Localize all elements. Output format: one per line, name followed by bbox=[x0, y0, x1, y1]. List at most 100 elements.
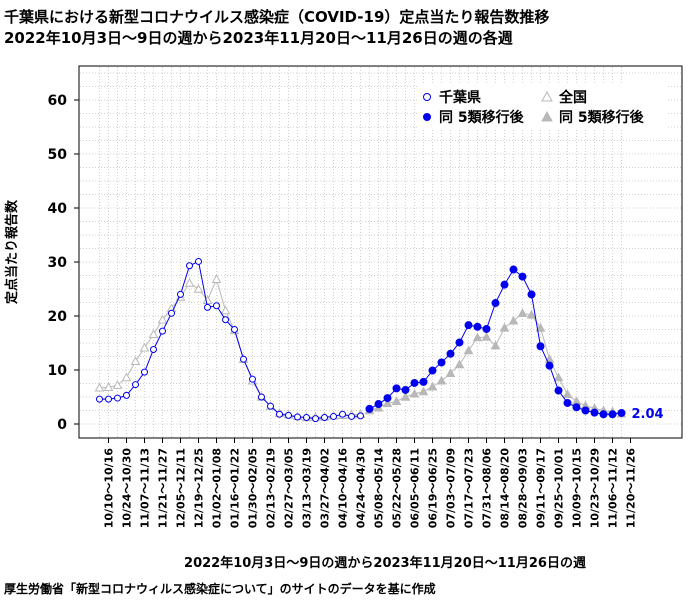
data-point bbox=[554, 386, 563, 395]
data-point bbox=[491, 299, 500, 308]
chart-title-line2: 2022年10月3日〜9日の週から2023年11月20日〜11月26日の週の各週 bbox=[4, 29, 513, 47]
data-point bbox=[285, 411, 292, 419]
data-point bbox=[527, 290, 536, 299]
data-point bbox=[455, 338, 464, 347]
data-point bbox=[392, 384, 401, 393]
data-point bbox=[499, 322, 510, 332]
legend-box bbox=[418, 85, 666, 129]
data-point bbox=[517, 308, 528, 317]
data-point bbox=[139, 342, 150, 352]
data-point bbox=[410, 378, 419, 387]
x-tick-label: 03/27〜04/02 bbox=[319, 448, 332, 528]
x-tick-label: 08/14〜08/20 bbox=[499, 448, 512, 529]
data-point bbox=[339, 410, 346, 418]
legend-label: 同 5類移行後 bbox=[439, 109, 525, 126]
data-point bbox=[464, 321, 473, 330]
data-point bbox=[249, 375, 256, 383]
data-point bbox=[184, 278, 195, 287]
series-line bbox=[99, 260, 361, 420]
data-point bbox=[608, 410, 617, 419]
x-tick-label: 05/08〜05/14 bbox=[373, 448, 386, 529]
x-tick-label: 02/13〜02/19 bbox=[265, 448, 278, 528]
data-point bbox=[357, 412, 364, 420]
data-point bbox=[518, 272, 527, 281]
legend-marker bbox=[541, 110, 553, 122]
y-tick-label: 0 bbox=[57, 417, 67, 433]
data-point bbox=[141, 368, 148, 376]
data-point bbox=[391, 396, 402, 406]
data-point bbox=[213, 302, 220, 310]
data-point bbox=[240, 355, 247, 363]
data-point bbox=[562, 389, 573, 398]
data-point bbox=[294, 413, 301, 421]
data-point bbox=[150, 345, 157, 353]
data-point bbox=[258, 393, 265, 401]
data-point bbox=[177, 290, 184, 298]
plot-frame bbox=[78, 65, 683, 439]
y-tick-label: 60 bbox=[48, 93, 68, 109]
data-point bbox=[590, 408, 599, 417]
data-point bbox=[400, 391, 411, 401]
data-point bbox=[195, 257, 202, 265]
legend-label: 全国 bbox=[558, 89, 587, 106]
data-point bbox=[159, 327, 166, 335]
x-tick-label: 11/07〜11/13 bbox=[139, 448, 152, 528]
data-point bbox=[526, 309, 537, 319]
x-tick-label: 12/19〜12/25 bbox=[193, 448, 206, 528]
x-tick-label: 04/10〜04/16 bbox=[337, 448, 350, 529]
x-tick-label: 05/22〜05/28 bbox=[391, 448, 404, 528]
x-tick-label: 04/24〜04/30 bbox=[355, 448, 368, 529]
data-point bbox=[186, 262, 193, 270]
data-point bbox=[490, 340, 501, 350]
data-point bbox=[536, 342, 545, 351]
legend-label: 千葉県 bbox=[439, 89, 481, 106]
line-chart: 0 10 20 30 40 50 60 定点当たり報告数 10/10〜10/16 10/24〜10… bbox=[4, 65, 683, 571]
data-point bbox=[500, 280, 509, 289]
data-point bbox=[545, 361, 554, 370]
x-tick-label: 07/31〜08/06 bbox=[481, 448, 494, 529]
data-point bbox=[535, 322, 546, 332]
x-tick-label: 09/25〜10/01 bbox=[553, 448, 566, 528]
x-tick-label: 01/02〜01/08 bbox=[211, 448, 224, 528]
data-point bbox=[231, 326, 238, 333]
data-point bbox=[427, 381, 438, 391]
legend-marker bbox=[541, 90, 553, 102]
x-tick-label: 01/16〜01/22 bbox=[229, 448, 242, 528]
y-tick-label: 40 bbox=[48, 201, 68, 217]
data-point bbox=[374, 400, 383, 409]
data-point bbox=[409, 388, 420, 398]
data-point bbox=[211, 274, 222, 283]
source-note: 厚生労働省「新型コロナウィルス感染症について」のサイトのデータを基に作成 bbox=[4, 582, 436, 596]
chart-title-line1: 千葉県における新型コロナウイルス感染症（COVID-19）定点当たり報告数推移 bbox=[4, 8, 550, 26]
data-point bbox=[303, 414, 310, 422]
data-point bbox=[509, 265, 518, 274]
x-tick-label: 11/20〜11/26 bbox=[625, 448, 638, 529]
x-tick-label: 07/03〜07/09 bbox=[445, 448, 458, 528]
data-point bbox=[365, 404, 374, 413]
data-point bbox=[121, 372, 132, 382]
last-value-label: 2.04 bbox=[632, 407, 664, 422]
data-point bbox=[482, 324, 491, 333]
data-point bbox=[599, 410, 608, 419]
x-tick-label: 11/21〜11/27 bbox=[157, 448, 170, 528]
data-point bbox=[481, 332, 492, 341]
data-point bbox=[382, 398, 393, 408]
data-point bbox=[222, 316, 229, 324]
data-point bbox=[193, 283, 204, 293]
y-tick-label: 50 bbox=[48, 147, 68, 163]
y-tick-label: 20 bbox=[48, 309, 68, 325]
data-point bbox=[454, 359, 465, 369]
data-point bbox=[330, 412, 337, 420]
x-tick-label: 06/05〜06/11 bbox=[409, 448, 422, 528]
x-tick-label: 09/11〜09/17 bbox=[535, 448, 548, 528]
data-point bbox=[157, 314, 168, 324]
x-tick-label: 08/28〜09/03 bbox=[517, 448, 530, 528]
data-point bbox=[463, 345, 474, 355]
x-tick-label: 12/05〜12/11 bbox=[175, 448, 188, 528]
data-point bbox=[445, 368, 456, 377]
data-point bbox=[312, 415, 319, 423]
x-axis-label: 2022年10月3日〜9日の週から2023年11月20日〜11月26日の週 bbox=[184, 555, 586, 571]
data-point bbox=[401, 385, 410, 394]
data-point bbox=[473, 322, 482, 331]
x-tick-label: 10/23〜10/29 bbox=[589, 448, 602, 528]
